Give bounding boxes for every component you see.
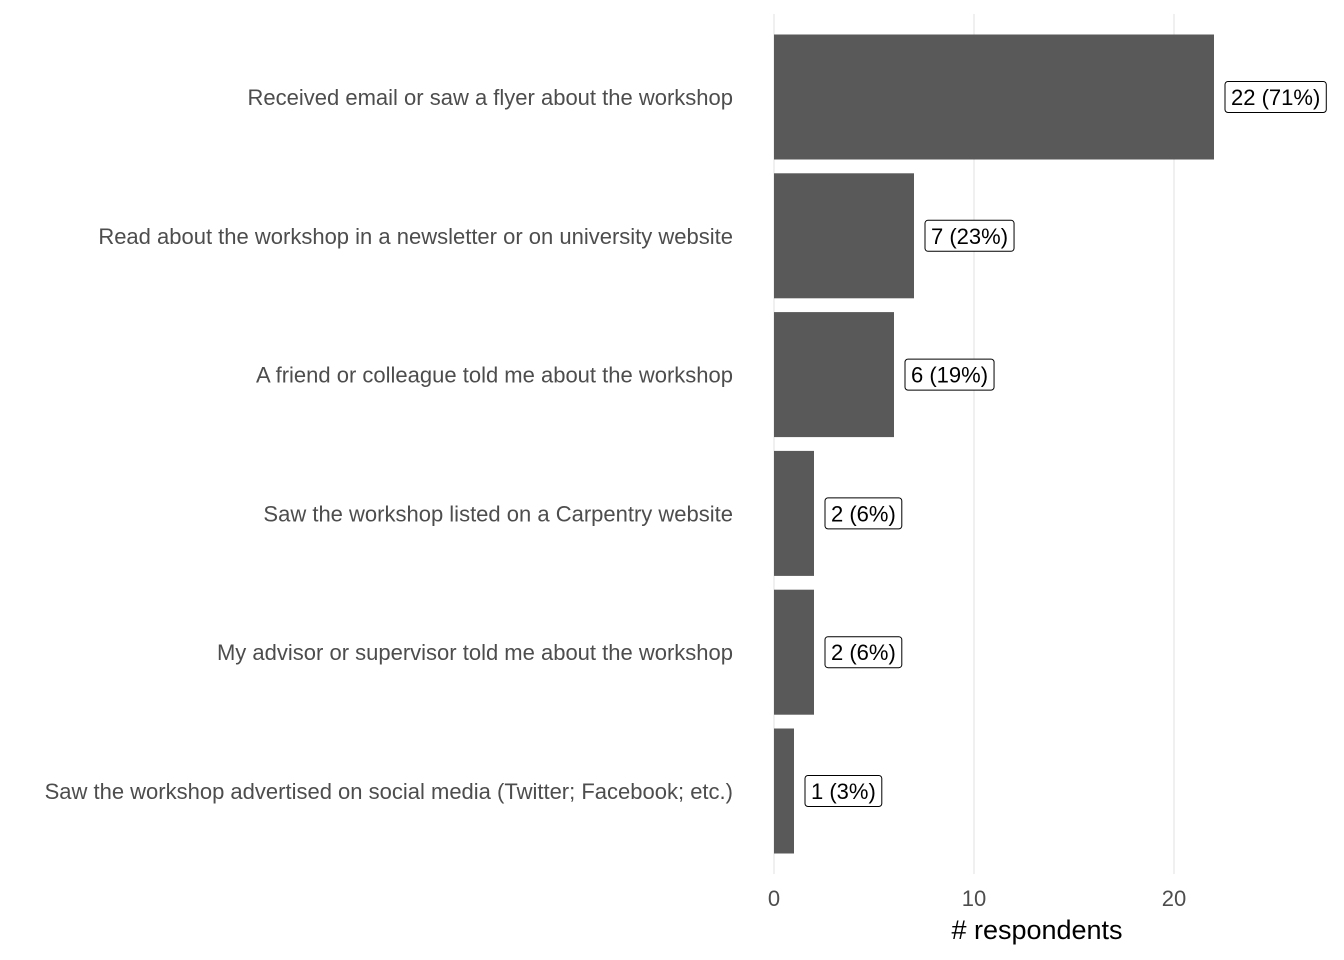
data-label-box xyxy=(924,219,1015,252)
x-axis-ticks: 0 10 20 xyxy=(768,886,1186,911)
data-label-box xyxy=(824,497,903,530)
data-label-text: 2 (6%) xyxy=(831,640,896,665)
data-label: 2 (6%) xyxy=(824,636,903,669)
data-label-box xyxy=(904,358,995,391)
x-tick-label: 0 xyxy=(768,886,780,911)
bar xyxy=(774,34,1214,160)
x-tick-label: 10 xyxy=(962,886,986,911)
x-tick-label: 20 xyxy=(1162,886,1186,911)
bars xyxy=(774,34,1214,854)
data-labels: 22 (71%) 7 (23%) 6 (19%) 2 (6%) 2 (6%) 1 (3%) xyxy=(804,81,1327,807)
data-label-box xyxy=(1224,81,1327,113)
bar xyxy=(774,173,914,299)
data-label: 6 (19%) xyxy=(904,358,995,391)
bar xyxy=(774,312,894,438)
bar xyxy=(774,728,794,854)
data-label-text: 7 (23%) xyxy=(931,224,1008,249)
category-label: Saw the workshop advertised on social me… xyxy=(45,779,733,804)
category-label: Received email or saw a flyer about the … xyxy=(248,85,733,110)
data-label-text: 6 (19%) xyxy=(911,363,988,388)
category-label: Read about the workshop in a newsletter … xyxy=(98,224,733,249)
data-label-box xyxy=(804,775,883,807)
category-label: My advisor or supervisor told me about t… xyxy=(217,640,733,665)
data-label: 22 (71%) xyxy=(1224,81,1327,113)
x-axis-title: # respondents xyxy=(951,915,1122,945)
bar xyxy=(774,589,814,715)
data-label-text: 22 (71%) xyxy=(1231,85,1320,110)
data-label: 7 (23%) xyxy=(924,219,1015,252)
category-label: Saw the workshop listed on a Carpentry w… xyxy=(263,501,733,526)
data-label-box xyxy=(824,636,903,669)
data-label-text: 1 (3%) xyxy=(811,779,876,804)
category-label: A friend or colleague told me about the … xyxy=(256,363,733,388)
data-label: 1 (3%) xyxy=(804,775,883,807)
data-label: 2 (6%) xyxy=(824,497,903,530)
bar xyxy=(774,450,814,576)
data-label-text: 2 (6%) xyxy=(831,501,896,526)
category-labels: Received email or saw a flyer about the … xyxy=(45,85,733,804)
